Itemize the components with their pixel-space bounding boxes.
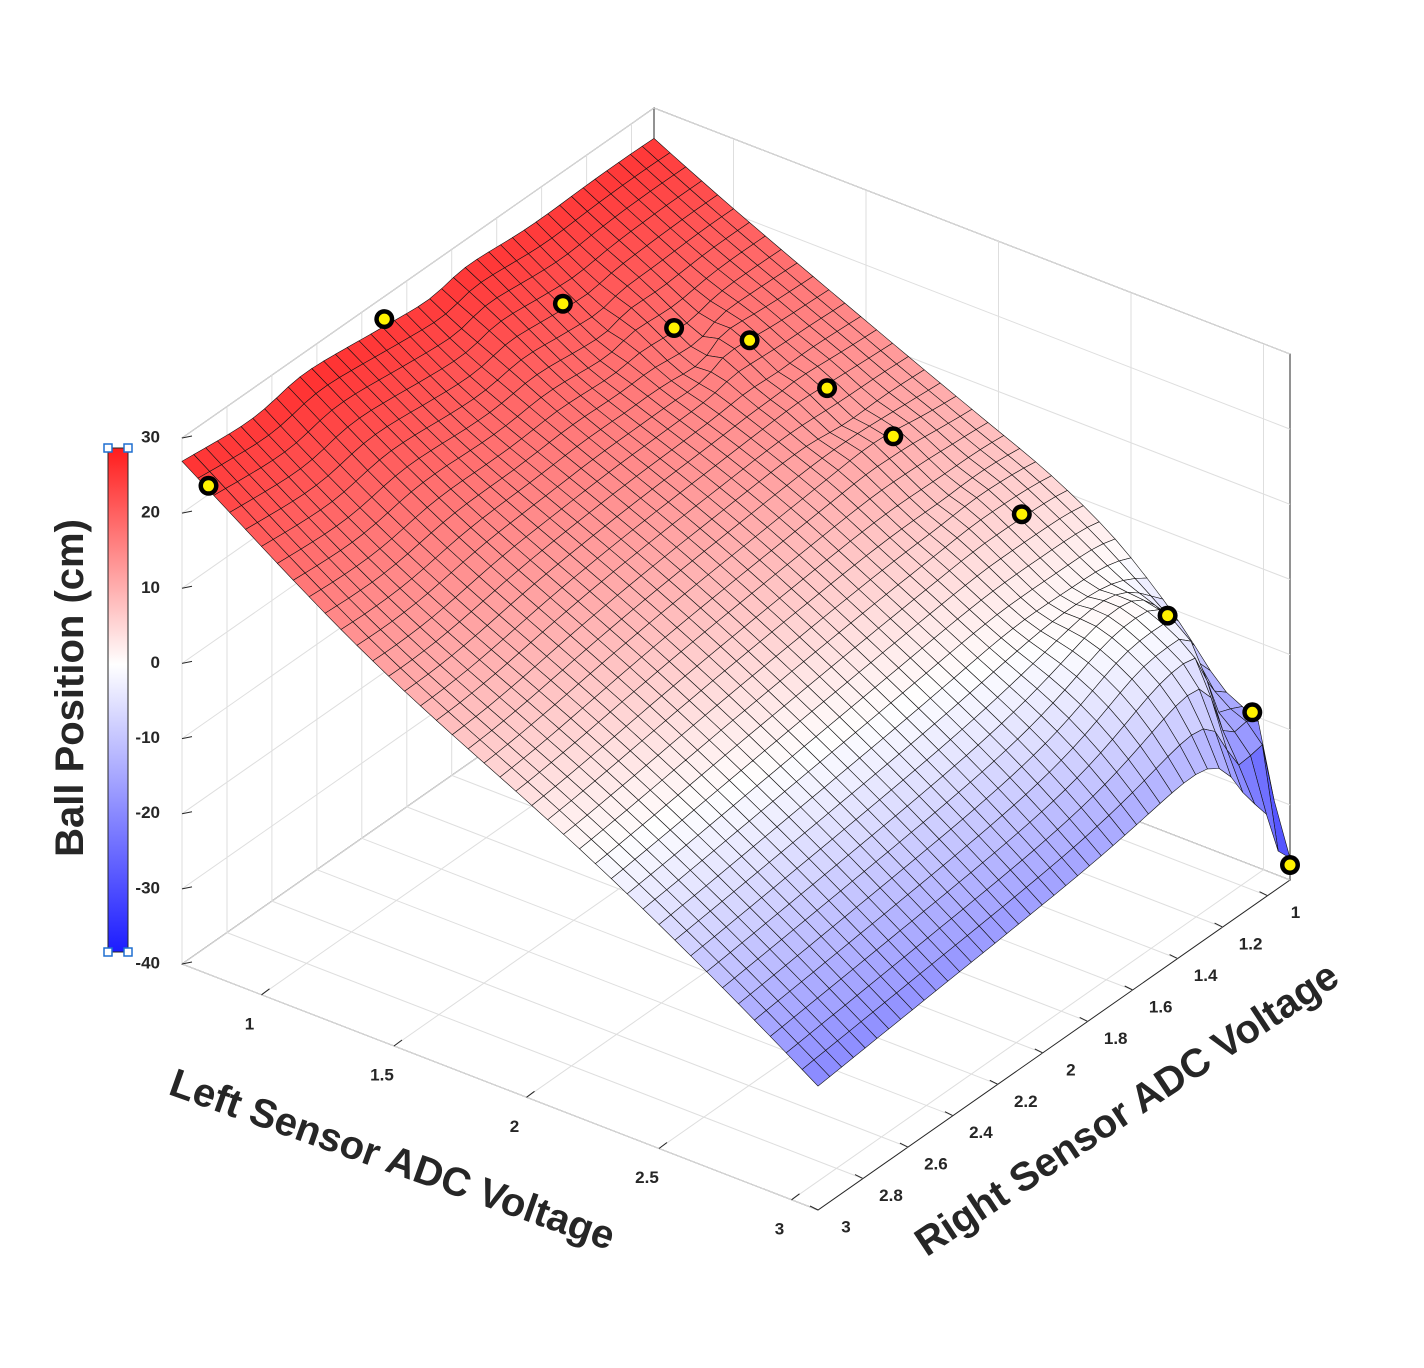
- x-tick-label: 2.5: [635, 1168, 659, 1187]
- y-tick-label: 1.6: [1149, 997, 1173, 1016]
- surface-patch: [801, 1059, 831, 1087]
- z-tick-label: -20: [135, 803, 160, 822]
- z-axis-label: Ball Position (cm): [48, 519, 92, 857]
- data-point: [744, 334, 756, 346]
- z-tick-label: -10: [135, 728, 160, 747]
- x-tick-label: 1: [245, 1014, 254, 1033]
- data-point: [1016, 508, 1028, 520]
- colorbar-handle: [123, 947, 133, 957]
- x-tick: [261, 988, 270, 996]
- y-tick: [899, 1142, 909, 1148]
- y-tick-label: 1: [1291, 903, 1300, 922]
- data-point: [1246, 706, 1258, 718]
- data-point: [203, 480, 214, 492]
- z-tick: [181, 961, 193, 965]
- y-tick: [944, 1111, 954, 1117]
- x-tick-label: 2: [510, 1117, 519, 1136]
- z-tick: [181, 585, 193, 589]
- colorbar: [103, 443, 133, 957]
- colorbar-fill: [107, 447, 129, 953]
- data-point: [1162, 610, 1174, 622]
- y-tick-label: 2.8: [879, 1186, 903, 1205]
- y-tick: [809, 1205, 819, 1211]
- x-tick: [393, 1039, 403, 1047]
- z-tick: [181, 736, 193, 740]
- data-point: [1284, 859, 1296, 871]
- y-tick: [854, 1174, 864, 1180]
- data-point: [821, 382, 833, 394]
- x-tick: [791, 1193, 800, 1201]
- y-tick: [1259, 891, 1268, 897]
- x-tick: [526, 1090, 535, 1098]
- y-tick: [1034, 1048, 1044, 1054]
- y-tick-label: 1.4: [1194, 966, 1218, 985]
- y-tick-label: 2.2: [1014, 1092, 1038, 1111]
- colorbar-handle: [103, 947, 113, 957]
- y-tick-label: 2.4: [969, 1123, 993, 1142]
- data-point: [557, 298, 569, 310]
- z-tick-label: -40: [135, 953, 160, 972]
- y-tick: [1079, 1016, 1088, 1022]
- z-tick-label: 20: [141, 503, 160, 522]
- y-tick: [1214, 922, 1223, 928]
- y-grid-line: [226, 406, 864, 1180]
- x-tick-label: 1.5: [370, 1065, 394, 1084]
- data-point: [668, 322, 680, 334]
- x-tick: [658, 1142, 668, 1149]
- z-tick-label: 0: [151, 653, 160, 672]
- y-tick-label: 1.8: [1104, 1029, 1128, 1048]
- y-tick: [989, 1079, 999, 1085]
- x-tick-label: 3: [775, 1219, 784, 1238]
- y-tick-label: 1.2: [1239, 935, 1263, 954]
- y-tick-label: 2: [1066, 1060, 1075, 1079]
- tick-marks: [181, 435, 1268, 1211]
- y-tick: [1124, 985, 1133, 991]
- y-tick-label: 3: [841, 1217, 850, 1236]
- z-tick-label: 30: [141, 427, 160, 446]
- data-point: [887, 430, 899, 442]
- y-tick-label: 2.6: [924, 1155, 948, 1174]
- x-grid-line: [791, 343, 1264, 1201]
- data-point: [378, 313, 390, 325]
- z-tick-label: -30: [135, 878, 160, 897]
- z-tick: [181, 435, 193, 439]
- y-tick: [1169, 954, 1178, 960]
- colorbar-handle: [123, 443, 133, 453]
- z-tick: [181, 811, 193, 815]
- data-points: [198, 293, 1300, 875]
- z-tick: [181, 510, 193, 514]
- colorbar-handle: [103, 443, 113, 453]
- surface-mesh: [181, 138, 1291, 1087]
- tick-labels: -40 -30 -20 -10 0 10 20 30 1 1.5 2 2.5 3 1 1.2 1.4 1.6 1.…: [135, 427, 1300, 1238]
- z-tick: [181, 886, 193, 890]
- z-tick: [181, 660, 193, 664]
- z-grid-line: [181, 107, 1291, 439]
- z-tick-label: 10: [141, 578, 160, 597]
